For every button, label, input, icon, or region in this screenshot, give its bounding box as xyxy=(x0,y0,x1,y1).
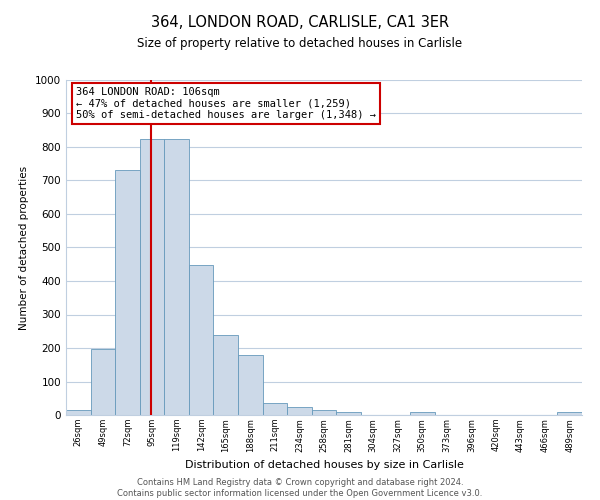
Bar xyxy=(164,138,189,415)
Bar xyxy=(115,170,140,415)
Text: Contains HM Land Registry data © Crown copyright and database right 2024.
Contai: Contains HM Land Registry data © Crown c… xyxy=(118,478,482,498)
Bar xyxy=(91,349,115,415)
Text: 364, LONDON ROAD, CARLISLE, CA1 3ER: 364, LONDON ROAD, CARLISLE, CA1 3ER xyxy=(151,15,449,30)
Y-axis label: Number of detached properties: Number of detached properties xyxy=(19,166,29,330)
Bar xyxy=(287,406,312,415)
Bar xyxy=(238,356,263,415)
X-axis label: Distribution of detached houses by size in Carlisle: Distribution of detached houses by size … xyxy=(185,460,463,470)
Bar xyxy=(214,336,238,415)
Text: 364 LONDON ROAD: 106sqm
← 47% of detached houses are smaller (1,259)
50% of semi: 364 LONDON ROAD: 106sqm ← 47% of detache… xyxy=(76,86,376,120)
Bar xyxy=(263,404,287,415)
Bar xyxy=(66,410,91,415)
Bar xyxy=(557,412,582,415)
Bar xyxy=(410,412,434,415)
Bar xyxy=(140,138,164,415)
Bar xyxy=(189,266,214,415)
Text: Size of property relative to detached houses in Carlisle: Size of property relative to detached ho… xyxy=(137,38,463,51)
Bar xyxy=(312,410,336,415)
Bar xyxy=(336,412,361,415)
